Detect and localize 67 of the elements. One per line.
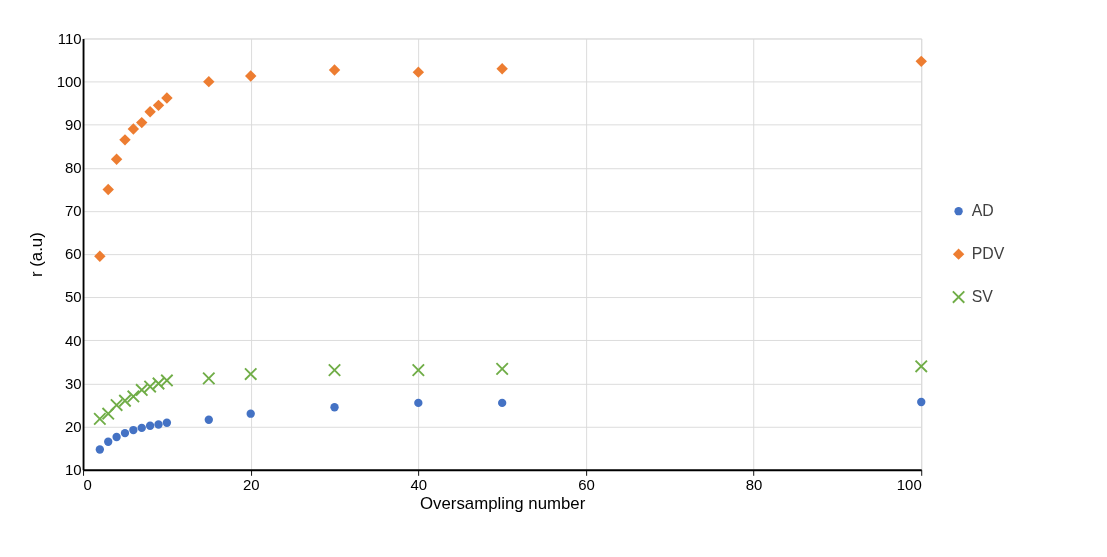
x-tick-label: 100 [896, 475, 922, 493]
y-tick-label: 60 [65, 245, 82, 263]
point [95, 445, 105, 454]
point [496, 62, 508, 75]
point [93, 412, 107, 426]
x-tick-label: 40 [410, 475, 428, 493]
point [244, 70, 257, 82]
point [203, 75, 215, 88]
point [145, 421, 155, 430]
point [246, 409, 255, 418]
point [497, 398, 507, 408]
point [136, 116, 148, 129]
point [412, 66, 425, 78]
legend-label: SV [971, 287, 994, 305]
point [94, 250, 106, 262]
point [101, 407, 115, 421]
point [495, 362, 509, 376]
point [120, 428, 130, 438]
x-tick-label: 20 [242, 475, 260, 493]
point [112, 432, 121, 442]
point [102, 183, 114, 196]
x-tick-label: 60 [578, 475, 595, 493]
point [129, 425, 138, 435]
point [914, 359, 928, 373]
y-tick-label: 100 [56, 72, 82, 90]
point [202, 371, 216, 385]
y-tick-label: 50 [65, 288, 82, 306]
y-tick-label: 90 [65, 115, 82, 133]
point [119, 134, 131, 146]
point [162, 418, 172, 427]
x-axis-title: Oversampling number [420, 494, 586, 514]
y-tick-label: 110 [57, 29, 82, 47]
x-tick-label: 80 [745, 475, 763, 493]
point [204, 415, 213, 424]
point [244, 367, 258, 381]
y-tick-label: 80 [65, 159, 82, 177]
point [127, 123, 140, 135]
y-tick-label: 20 [65, 417, 82, 435]
x-tick-label: 0 [83, 475, 92, 493]
y-tick-label: 40 [65, 331, 82, 349]
point [143, 379, 157, 394]
point [126, 389, 141, 404]
point [151, 376, 166, 391]
point [327, 363, 342, 377]
y-axis-title: r (a.u) [26, 232, 46, 278]
legend-label: AD [971, 201, 994, 219]
point [917, 397, 926, 407]
point [915, 55, 927, 68]
point [135, 383, 149, 397]
point [137, 423, 146, 433]
y-tick-label: 30 [65, 374, 82, 392]
y-tick-label: 70 [65, 202, 82, 220]
point [152, 99, 165, 112]
point [160, 373, 174, 388]
point [144, 106, 156, 118]
point [104, 437, 113, 446]
point [414, 398, 423, 408]
point [328, 64, 341, 76]
point [161, 92, 173, 104]
point [330, 403, 339, 412]
y-tick-label: 10 [65, 460, 82, 478]
point [110, 153, 123, 165]
legend-label: PDV [971, 244, 1005, 262]
point [109, 398, 124, 412]
point [154, 420, 163, 429]
point [118, 394, 132, 408]
point [411, 363, 425, 377]
